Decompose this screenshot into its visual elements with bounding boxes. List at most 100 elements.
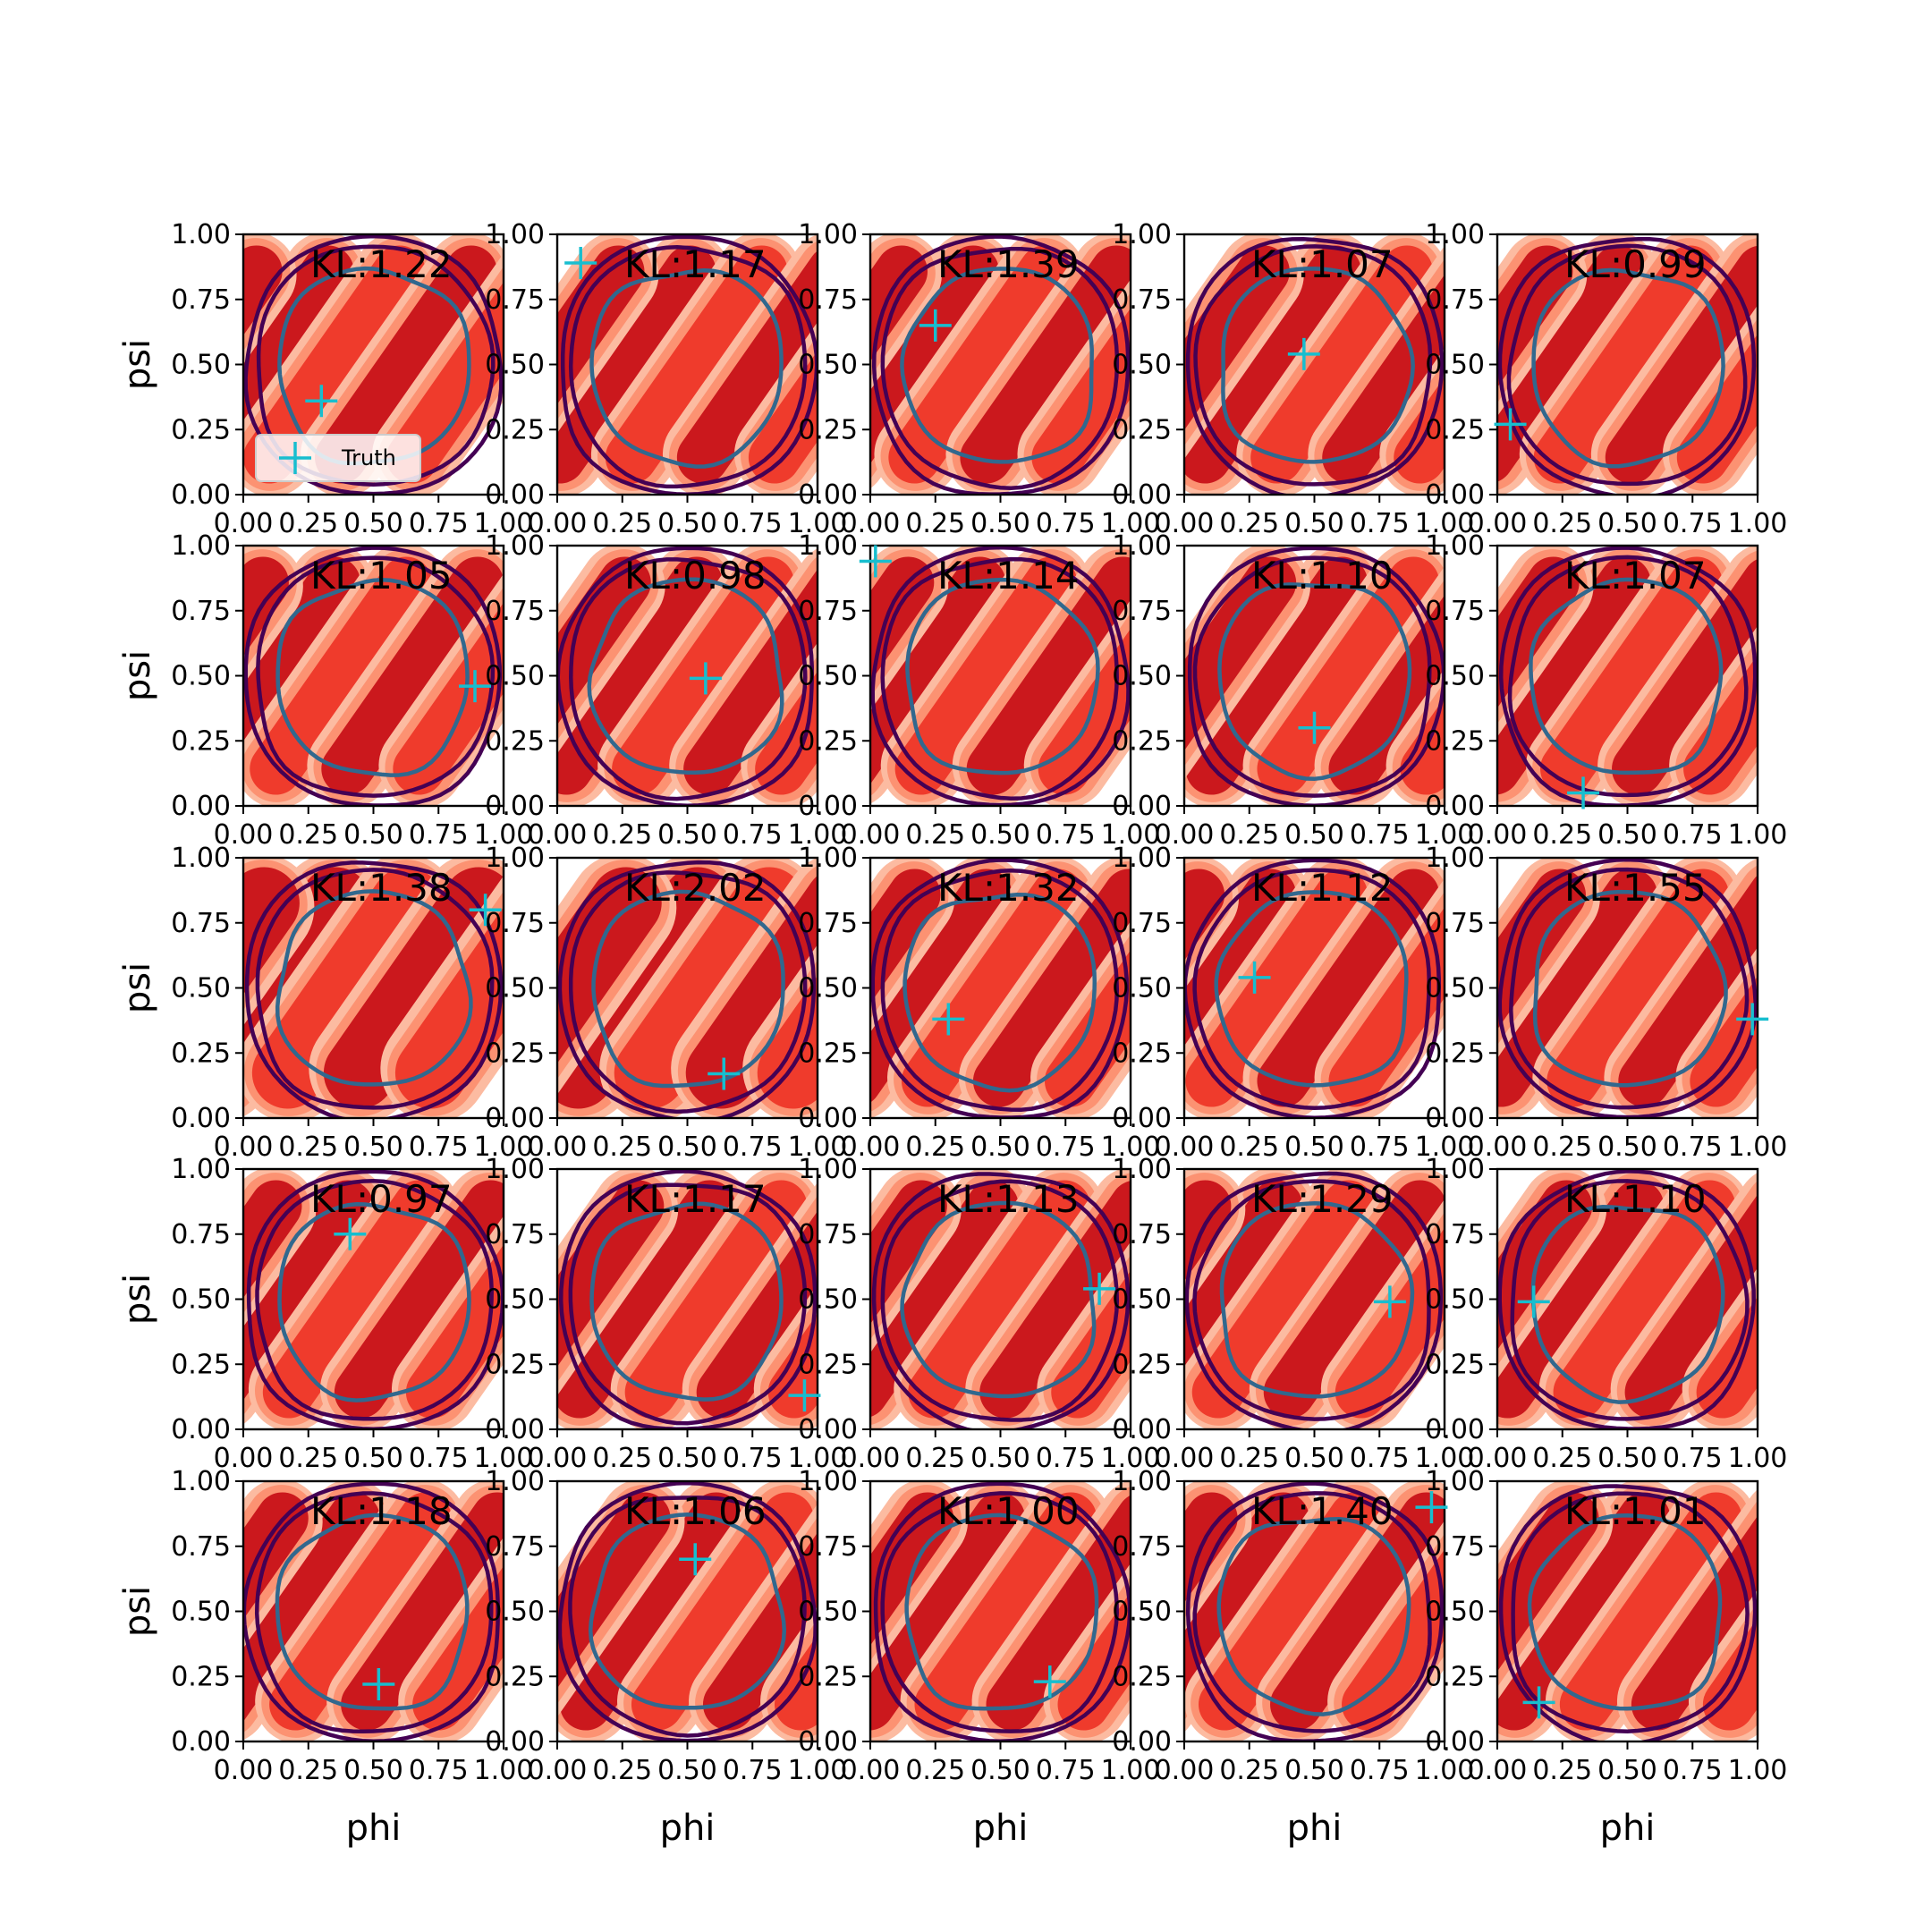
contour-mid (256, 244, 496, 487)
contour-mid (568, 245, 808, 489)
contour-outer (557, 860, 817, 1118)
contours (873, 1481, 1131, 1741)
contours (1185, 1481, 1445, 1741)
subplot-3: 0.000.000.250.250.500.500.750.751.001.00… (798, 219, 1160, 539)
x-tick-label: 0.00 (1155, 1443, 1215, 1474)
x-tick-label: 0.50 (1597, 819, 1657, 851)
band-core (1184, 1492, 1238, 1731)
truth-marker (859, 545, 892, 578)
x-tick-label: 0.00 (1468, 508, 1528, 539)
band-core (972, 869, 1131, 1107)
x-tick-label: 1.00 (474, 508, 534, 539)
y-tick-label: 0.00 (1112, 1414, 1172, 1445)
band-core (908, 1180, 1090, 1419)
contour-inner (902, 893, 1097, 1093)
y-tick-label: 0.50 (1425, 1284, 1485, 1316)
contour-mid (255, 868, 495, 1110)
band-core (901, 869, 1084, 1107)
y-axis-label: psi (117, 339, 158, 390)
y-tick-label: 0.00 (1425, 1414, 1485, 1445)
contour-outer (870, 546, 1131, 806)
y-tick-label: 1.00 (171, 530, 231, 562)
y-tick-label: 0.25 (1112, 1661, 1172, 1692)
band-core (557, 1492, 671, 1731)
contour-inner (275, 577, 470, 777)
y-tick-label: 0.00 (1112, 1726, 1172, 1758)
x-tick-label: 0.00 (1468, 1755, 1528, 1786)
contour-outer (243, 234, 504, 495)
band-core (1199, 1492, 1381, 1731)
x-tick-label: 1.00 (474, 819, 534, 851)
subplot-16: 0.000.000.250.250.500.500.750.751.001.00… (117, 1154, 533, 1474)
contour-outer (1497, 236, 1757, 495)
x-axis-label: phi (346, 1808, 402, 1849)
band-core (557, 245, 716, 484)
contour-mid (880, 246, 1120, 490)
band-core (986, 1492, 1131, 1731)
x-tick-label: 0.50 (1284, 1755, 1344, 1786)
x-tick-label: 1.00 (1415, 819, 1475, 851)
kl-label: KL:0.99 (1564, 242, 1707, 286)
kl-label: KL:0.97 (310, 1177, 453, 1221)
contour-mid (569, 557, 808, 801)
y-tick-label: 0.25 (1112, 1349, 1172, 1380)
x-tick-label: 0.75 (723, 819, 783, 851)
x-tick-label: 0.75 (1350, 1755, 1410, 1786)
x-tick-label: 0.25 (592, 1131, 652, 1163)
band-core (243, 556, 360, 795)
band-core (605, 245, 788, 484)
contour-mid (568, 1496, 807, 1738)
y-tick-label: 0.75 (798, 596, 858, 627)
truth-marker (919, 309, 952, 342)
truth-marker (932, 1003, 965, 1036)
subplot-14: 0.000.000.250.250.500.500.750.751.001.00… (1112, 843, 1474, 1163)
subplot-25: 0.000.000.250.250.500.500.750.751.001.00… (1425, 1466, 1787, 1849)
x-tick-label: 0.25 (1532, 1131, 1592, 1163)
band-core (888, 245, 1072, 484)
y-tick-label: 0.00 (798, 1414, 858, 1445)
contour-outer (1185, 1481, 1445, 1741)
x-tick-label: 1.00 (788, 508, 848, 539)
band-core (243, 867, 300, 1109)
x-tick-label: 0.75 (1350, 819, 1410, 851)
x-tick-label: 1.00 (1101, 1755, 1161, 1786)
y-tick-label: 1.00 (1425, 219, 1485, 250)
band-core (557, 1180, 736, 1419)
x-axis-label: phi (1287, 1808, 1343, 1849)
truth-marker (458, 670, 491, 703)
kl-label: KL:1.06 (624, 1489, 767, 1533)
band-core (1559, 1492, 1742, 1731)
y-tick-label: 1.00 (1112, 1466, 1172, 1497)
y-tick-label: 0.50 (798, 973, 858, 1004)
kl-label: KL:2.02 (624, 866, 767, 910)
band-core (386, 245, 504, 484)
band-core (1263, 1180, 1445, 1419)
band-core (1185, 556, 1368, 795)
kl-label: KL:1.07 (1251, 242, 1394, 286)
band-core (755, 556, 818, 795)
contour-inner (900, 267, 1094, 464)
contour-mid (1507, 555, 1749, 798)
band-core (676, 245, 818, 484)
y-tick-label: 0.25 (1425, 1661, 1485, 1692)
subplot-11: 0.000.000.250.250.500.500.750.751.001.00… (117, 843, 533, 1163)
kl-label: KL:1.13 (937, 1177, 1080, 1221)
x-tick-label: 0.50 (657, 1131, 717, 1163)
x-tick-label: 0.25 (905, 1131, 965, 1163)
contour-inner (1529, 577, 1724, 775)
contour-inner (1214, 890, 1409, 1088)
x-tick-label: 0.75 (1036, 819, 1096, 851)
y-tick-label: 0.50 (1425, 661, 1485, 692)
y-tick-label: 0.75 (1425, 284, 1485, 316)
x-tick-label: 1.00 (474, 1755, 534, 1786)
y-tick-label: 0.00 (171, 1103, 231, 1134)
x-tick-label: 0.00 (1468, 1443, 1528, 1474)
band-core (1328, 556, 1445, 795)
x-tick-label: 0.25 (592, 1755, 652, 1786)
y-tick-label: 0.25 (171, 1349, 231, 1380)
x-tick-label: 0.00 (214, 819, 274, 851)
y-tick-label: 0.00 (485, 479, 545, 511)
contours (560, 234, 818, 495)
x-tick-label: 0.50 (970, 1131, 1030, 1163)
x-tick-label: 0.50 (1284, 508, 1344, 539)
